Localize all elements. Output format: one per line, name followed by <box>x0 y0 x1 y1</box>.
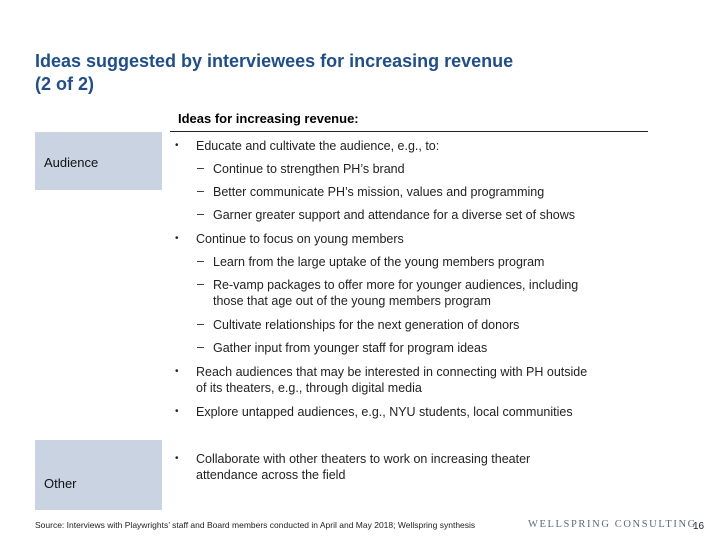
heading-divider <box>170 131 648 132</box>
dash-marker: – <box>197 184 204 198</box>
company-logo: WELLSPRING CONSULTING <box>528 519 697 530</box>
bullet-marker: • <box>175 406 179 417</box>
category-box-other: Other <box>35 440 162 510</box>
sub-bullet-revamp-line-1: Re-vamp packages to offer more for young… <box>213 278 579 292</box>
sub-bullet-uptake: Learn from the large uptake of the young… <box>213 255 545 269</box>
sub-bullet-communicate: Better communicate PH’s mission, values … <box>213 185 545 199</box>
bullet-marker: • <box>175 140 179 151</box>
bullet-untapped: Explore untapped audiences, e.g., NYU st… <box>196 405 573 419</box>
footer-source: Source: Interviews with Playwrights’ sta… <box>35 520 476 530</box>
dash-marker: – <box>197 317 204 331</box>
bullet-collaborate-line-1: Collaborate with other theaters to work … <box>196 452 531 466</box>
page-title: Ideas suggested by interviewees for incr… <box>35 50 675 96</box>
category-box-audience: Audience <box>35 132 162 190</box>
section-heading: Ideas for increasing revenue: <box>178 111 359 126</box>
sub-bullet-support: Garner greater support and attendance fo… <box>213 208 576 222</box>
bullet-reach-line-1: Reach audiences that may be interested i… <box>196 365 588 379</box>
dash-marker: – <box>197 254 204 268</box>
dash-marker: – <box>197 207 204 221</box>
bullet-marker: • <box>175 366 179 377</box>
bullet-marker: • <box>175 233 179 244</box>
dash-marker: – <box>197 340 204 354</box>
dash-marker: – <box>197 277 204 291</box>
category-label-other: Other <box>44 476 77 491</box>
bullet-marker: • <box>175 453 179 464</box>
category-label-audience: Audience <box>44 155 99 170</box>
sub-bullet-brand: Continue to strengthen PH’s brand <box>213 162 405 176</box>
bullet-reach-line-2: of its theaters, e.g., through digital m… <box>196 381 422 395</box>
page-number: 16 <box>693 521 705 532</box>
bullet-young-members: Continue to focus on young members <box>196 232 404 246</box>
sub-bullet-staff-input: Gather input from younger staff for prog… <box>213 341 488 355</box>
bullet-educate-audience: Educate and cultivate the audience, e.g.… <box>196 139 440 153</box>
sub-bullet-revamp-line-2: those that age out of the young members … <box>213 294 491 308</box>
bullet-collaborate-line-2: attendance across the field <box>196 468 346 482</box>
page-title-line-1: Ideas suggested by interviewees for incr… <box>35 51 514 71</box>
page-title-line-2: (2 of 2) <box>35 74 95 94</box>
sub-bullet-donors: Cultivate relationships for the next gen… <box>213 318 520 332</box>
dash-marker: – <box>197 161 204 175</box>
